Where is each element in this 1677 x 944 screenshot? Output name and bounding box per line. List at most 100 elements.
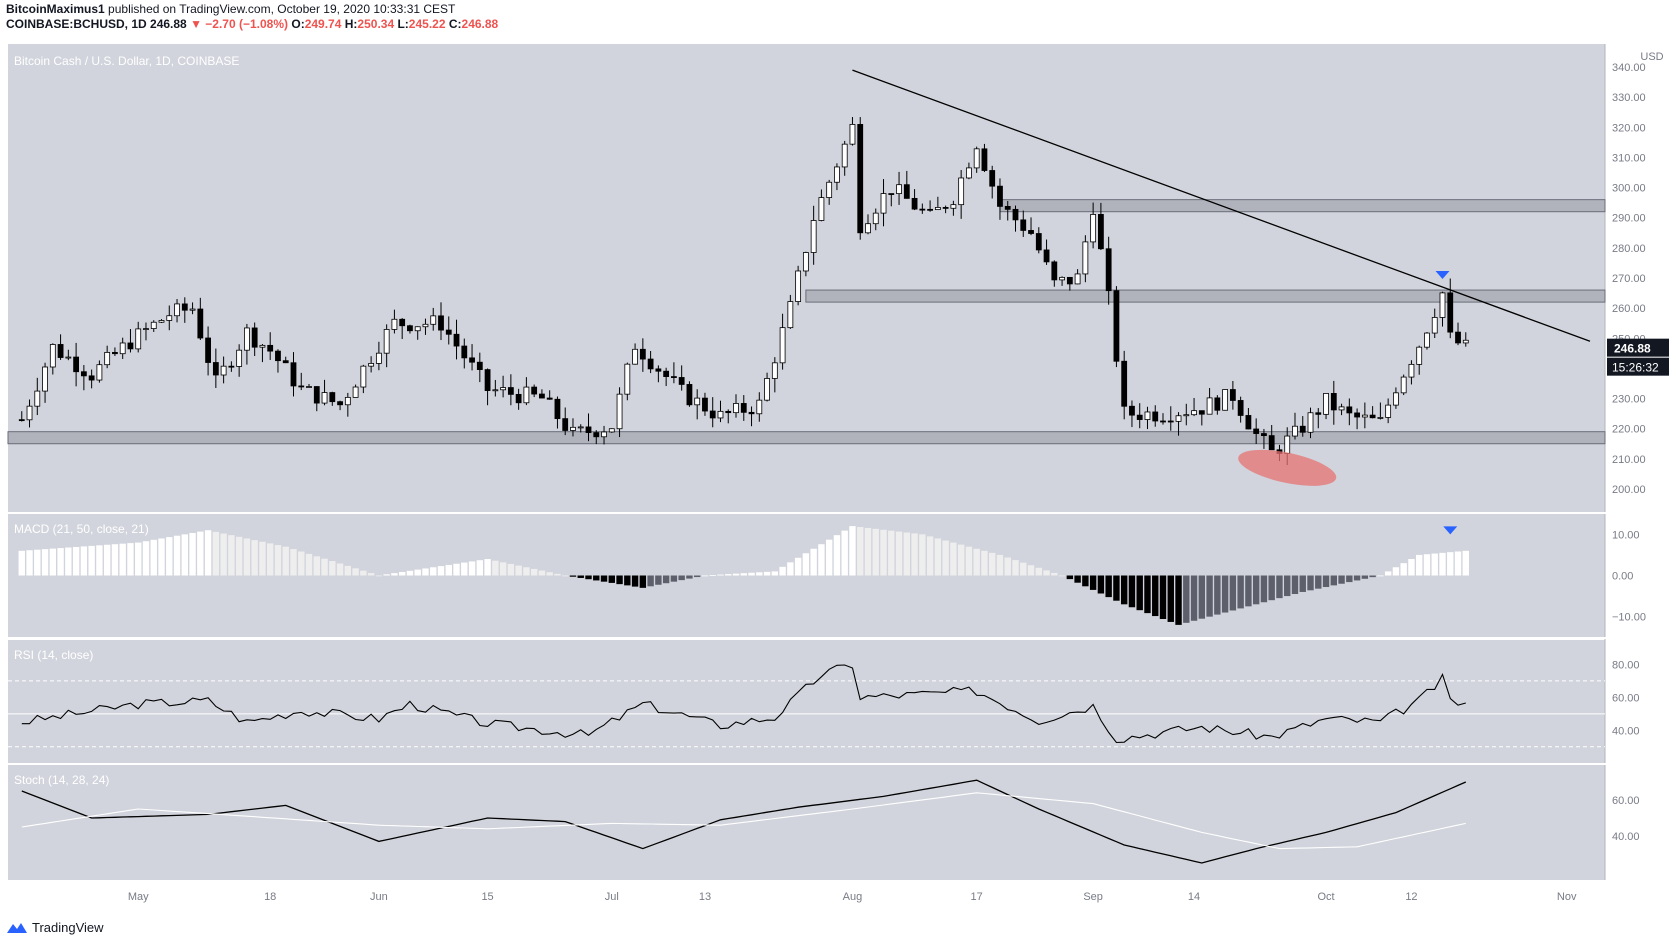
candle-body [1206, 397, 1213, 415]
macd-histogram-bar [616, 575, 623, 585]
candle-body [414, 326, 421, 332]
candle-body [1136, 414, 1143, 420]
macd-histogram-bar [119, 543, 126, 576]
time-tick-label: 18 [264, 891, 276, 903]
macd-histogram-bar [732, 573, 740, 576]
macd-histogram-bar [34, 549, 41, 576]
candle-body [267, 344, 274, 352]
candle-body [1105, 248, 1112, 292]
macd-histogram-bar [973, 548, 980, 576]
support-resistance-zone [805, 289, 1606, 303]
macd-histogram-bar [981, 550, 988, 576]
rsi-title: RSI (14, close) [14, 648, 93, 662]
tradingview-footer[interactable]: TradingView [6, 920, 104, 935]
candle-body [344, 396, 351, 406]
candle-body [740, 403, 747, 413]
macd-histogram-bar [142, 541, 150, 576]
price-tick-label: 210.00 [1612, 454, 1646, 466]
macd-histogram-bar [72, 546, 80, 576]
candle-body [702, 397, 708, 412]
macd-histogram-bar [530, 568, 538, 576]
candle-body [1222, 389, 1229, 411]
candle-body [717, 410, 724, 419]
candle-body [1253, 428, 1260, 434]
candle-body [244, 327, 250, 351]
candle-body [1377, 417, 1384, 419]
candle-body [764, 378, 770, 401]
price-tick-label: 340.00 [1612, 62, 1646, 74]
candle-body [375, 352, 382, 364]
macd-histogram-bar [282, 546, 289, 576]
candle-body [1338, 406, 1345, 411]
macd-histogram-bar [833, 535, 841, 576]
macd-histogram-bar [1284, 575, 1291, 597]
candle-body [329, 392, 336, 403]
candle-body [934, 207, 941, 211]
macd-histogram-bar [96, 545, 103, 576]
macd-histogram-bar [173, 535, 181, 576]
candle-body [1439, 292, 1446, 318]
macd-histogram-bar [1400, 563, 1407, 576]
macd-histogram-bar [1221, 575, 1229, 613]
candle-body [748, 411, 755, 415]
macd-histogram-bar [274, 545, 282, 576]
macd-histogram-bar [942, 540, 949, 576]
macd-histogram-bar [1066, 575, 1074, 580]
candle-body [290, 362, 297, 387]
candle-body [1354, 412, 1360, 418]
macd-histogram-bar [259, 541, 266, 576]
macd-histogram-bar [1206, 575, 1213, 617]
candle-body [1097, 214, 1104, 250]
candle-body [1393, 392, 1399, 406]
last-price-box [1607, 338, 1669, 357]
candle-body [422, 323, 429, 328]
price-tick-label: 310.00 [1612, 152, 1646, 164]
candle-body [1191, 410, 1197, 416]
candle-body [453, 333, 460, 347]
candle-body [756, 399, 763, 415]
macd-histogram-bar [1454, 551, 1462, 576]
macd-histogram-bar [771, 571, 779, 576]
macd-histogram-bar [818, 544, 825, 576]
macd-histogram-bar [1330, 575, 1338, 586]
author-name[interactable]: BitcoinMaximus1 [6, 2, 105, 16]
low-highlight-ellipse [1238, 449, 1337, 486]
candle-body [42, 366, 48, 392]
macd-histogram-bar [810, 548, 817, 576]
candle-body [779, 327, 786, 364]
macd-histogram-bar [1035, 567, 1042, 576]
candle-body [1214, 397, 1221, 411]
candle-body [694, 397, 701, 406]
pane-3-background [8, 640, 1605, 763]
macd-histogram-bar [321, 558, 328, 576]
candle-body [632, 348, 638, 365]
stoch-tick-label: 60.00 [1612, 795, 1640, 807]
candle-body [1012, 208, 1019, 221]
macd-histogram-bar [880, 529, 887, 576]
macd-tick-label: −10.00 [1612, 612, 1646, 624]
macd-histogram-bar [631, 575, 639, 587]
macd-histogram-bar [127, 543, 134, 576]
macd-histogram-bar [841, 530, 848, 576]
candle-body [65, 356, 72, 359]
macd-histogram-bar [1268, 575, 1275, 601]
macd-histogram-bar [779, 566, 786, 576]
candle-body [1198, 410, 1205, 415]
low-value: 245.22 [408, 17, 446, 31]
candle-body [259, 344, 266, 348]
candle-body [865, 223, 871, 234]
candle-body [135, 328, 142, 350]
candle-body [888, 193, 895, 195]
macd-histogram-bar [888, 530, 895, 576]
candle-body [1035, 233, 1042, 251]
macd-histogram-bar [290, 549, 297, 576]
macd-histogram-bar [895, 531, 903, 576]
macd-histogram-bar [1416, 554, 1423, 576]
candle-body [251, 327, 258, 348]
candle-body [678, 377, 685, 385]
candle-body [849, 124, 856, 145]
candle-body [818, 197, 825, 221]
macd-histogram-bar [593, 575, 600, 581]
macd-histogram-bar [647, 575, 654, 587]
